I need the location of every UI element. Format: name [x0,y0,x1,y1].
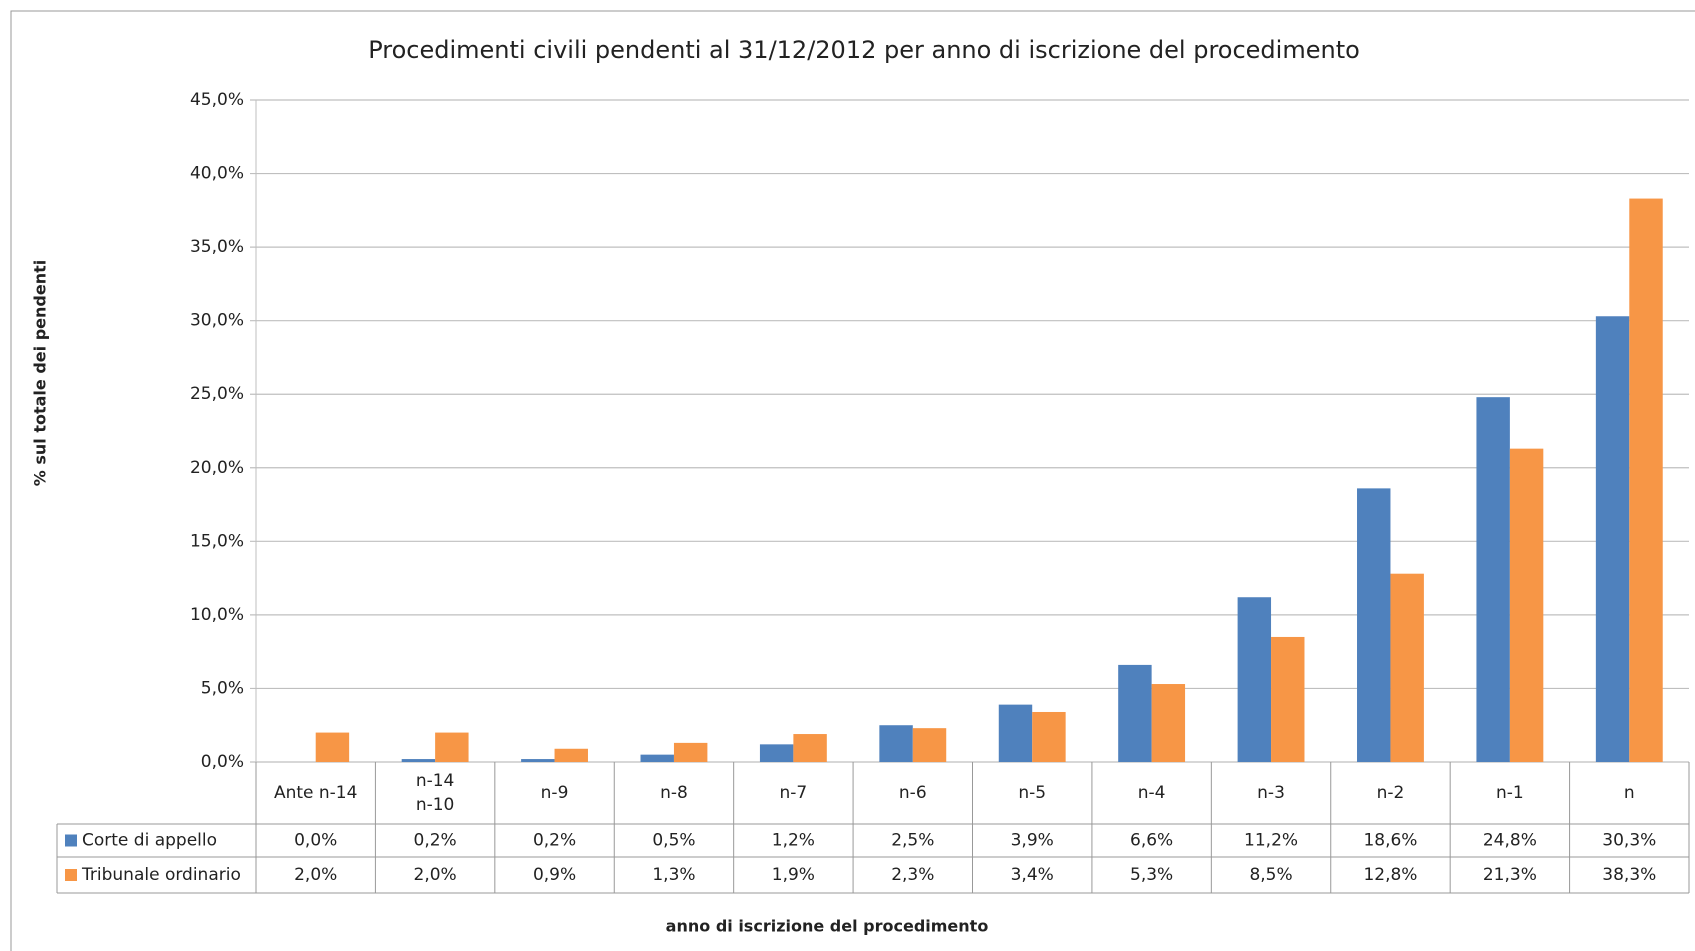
data-label: 24,8% [1483,831,1537,851]
bar [554,748,588,762]
y-tick-label: 30,0% [190,311,244,331]
data-label: 5,3% [1130,865,1173,885]
y-tick-label: 15,0% [190,531,244,551]
data-label: 8,5% [1249,865,1292,885]
bar [1237,597,1272,762]
y-tick-label: 20,0% [190,458,244,478]
data-label: 1,2% [772,831,815,851]
x-tick-label: Ante n-14 [273,783,358,803]
y-tick-label: 5,0% [201,678,244,698]
y-tick-label: 40,0% [190,164,244,184]
bar [1390,573,1424,762]
bar [1118,664,1152,762]
bar [1357,488,1391,762]
y-tick-label: 10,0% [190,605,244,625]
data-label: 0,2% [533,831,576,851]
x-tick-label: n-7 [779,783,808,803]
data-label: 0,5% [652,831,695,851]
x-tick-label: n-14 n-10 [415,771,455,815]
bar [521,759,555,762]
y-tick-label: 0,0% [201,752,244,772]
bar [1476,397,1510,762]
data-label: 0,0% [294,831,337,851]
x-tick-label: n-3 [1257,783,1285,803]
bar [1151,684,1186,762]
data-label: 38,3% [1602,865,1656,885]
legend-swatch [65,869,77,881]
data-label: 2,5% [891,831,934,851]
bar [998,704,1033,762]
bar [315,732,350,762]
bar [1629,198,1663,762]
data-label: 2,3% [891,865,934,885]
data-label: 3,9% [1011,831,1054,851]
y-tick-label: 45,0% [190,90,244,110]
bar [1509,448,1544,762]
y-tick-label: 35,0% [190,237,244,257]
data-label: 0,2% [414,831,457,851]
y-tick-label: 25,0% [190,384,244,404]
bar [673,742,708,762]
chart-title: Procedimenti civili pendenti al 31/12/20… [368,36,1360,64]
data-label: 1,3% [652,865,695,885]
x-tick-label: n-5 [1018,783,1047,803]
x-tick-label: n-2 [1376,783,1405,803]
x-tick-label: n-1 [1495,783,1524,803]
data-label: 2,0% [294,865,337,885]
bar [1595,316,1630,762]
data-label: 1,9% [772,865,815,885]
bar [1032,711,1066,762]
data-label: 18,6% [1363,831,1417,851]
frame [10,10,1695,951]
data-label: 2,0% [414,865,457,885]
bar [793,734,827,762]
x-tick-label: n-8 [660,783,688,803]
x-tick-label: n-9 [540,783,569,803]
x-tick-label: n [1623,783,1635,803]
x-tick-label: n-6 [898,783,927,803]
bar [435,732,469,762]
bar [640,754,674,762]
bar [401,759,436,762]
data-label: 6,6% [1130,831,1173,851]
bar [879,725,913,762]
bar [1271,636,1305,762]
x-axis-label: anno di iscrizione del procedimento [666,917,989,936]
data-label: 0,9% [533,865,576,885]
x-tick-label: n-4 [1137,783,1166,803]
legend-label: Tribunale ordinario [81,865,241,885]
legend-label: Corte di appello [82,831,217,851]
data-label: 3,4% [1011,865,1054,885]
legend-swatch [65,834,77,847]
data-label: 21,3% [1483,865,1537,885]
bar [912,728,947,762]
data-label: 12,8% [1363,865,1417,885]
bar [759,744,794,762]
y-axis-label: % sul totale dei pendenti [31,260,50,486]
data-label: 30,3% [1602,831,1656,851]
data-label: 11,2% [1244,831,1298,851]
